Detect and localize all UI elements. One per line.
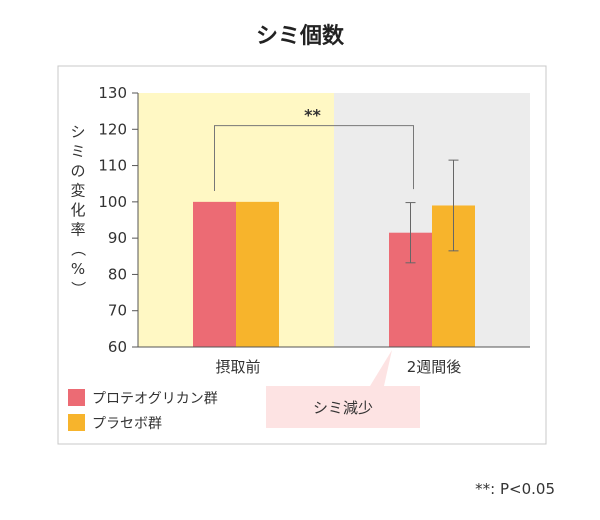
- y-tick-label: 110: [98, 157, 127, 175]
- y-tick-label: 70: [108, 302, 127, 320]
- y-tick-label: 90: [108, 229, 127, 247]
- y-axis-label-char: ）: [69, 281, 87, 296]
- y-axis-label-char: （: [69, 241, 87, 256]
- bar: [236, 201, 279, 347]
- chart-frame: [57, 65, 547, 445]
- y-tick-label: 130: [98, 84, 127, 102]
- y-axis-label-char: の: [70, 162, 85, 180]
- chart-marks: [193, 159, 475, 347]
- y-tick-label: 80: [108, 265, 127, 283]
- x-tick-label: 2週間後: [407, 358, 462, 376]
- footnote: **: P<0.05: [475, 480, 555, 498]
- bar: [193, 201, 236, 347]
- y-axis-label-char: 化: [70, 201, 85, 219]
- x-tick-label: 摂取前: [215, 358, 260, 376]
- callout-bubble: [266, 350, 420, 428]
- significance-line: [214, 125, 414, 191]
- significance-label: **: [304, 106, 321, 125]
- x-axis-labels: 摂取前 2週間後: [215, 358, 461, 376]
- y-axis-label-char: 率: [70, 221, 85, 239]
- y-axis-label-char: %: [71, 260, 85, 278]
- y-axis-label-char: 変: [70, 182, 85, 200]
- legend-label: プロテオグリカン群: [92, 391, 218, 407]
- y-tick-label: 120: [98, 120, 127, 138]
- legend-swatch: [68, 414, 85, 431]
- y-tick-label: 100: [98, 193, 127, 211]
- chart-title: シミ個数: [256, 23, 345, 49]
- callout-text: シミ減少: [313, 399, 373, 417]
- y-axis-label-char: ミ: [70, 143, 85, 161]
- legend-swatch: [68, 389, 85, 406]
- y-axis-label-char: シ: [70, 123, 85, 141]
- legend-label: プラセボ群: [92, 416, 162, 432]
- significance-bracket: **: [214, 106, 414, 191]
- y-axis-ticks: 60 70 80 90 100 110 120 130: [98, 84, 138, 356]
- y-tick-label: 60: [108, 338, 127, 356]
- callout-shimi-reduction: シミ減少: [266, 350, 420, 428]
